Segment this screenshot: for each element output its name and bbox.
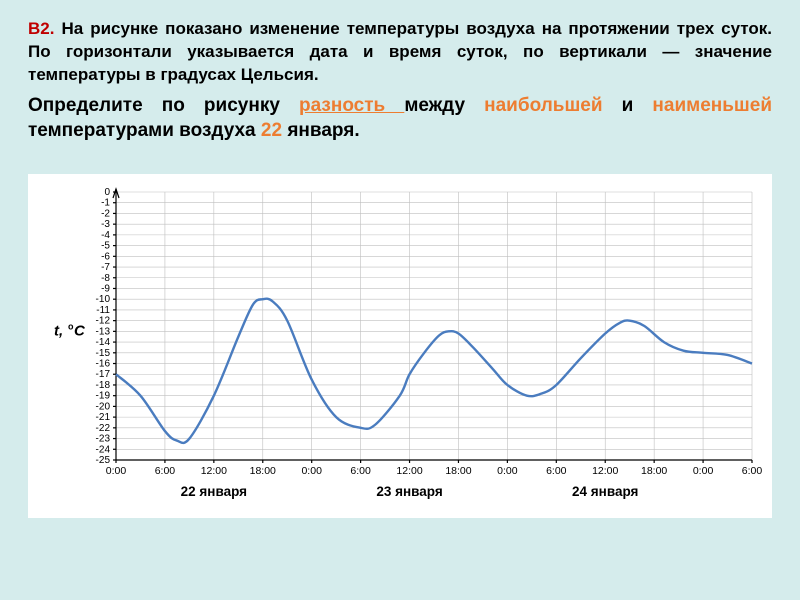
svg-text:-3: -3 <box>101 219 110 230</box>
problem-statement: B2. На рисунке показано изменение темпер… <box>0 0 800 154</box>
svg-text:-10: -10 <box>96 294 111 305</box>
svg-text:-20: -20 <box>96 401 111 412</box>
svg-text:-7: -7 <box>101 262 110 273</box>
svg-text:-19: -19 <box>96 391 111 402</box>
svg-text:-21: -21 <box>96 412 111 423</box>
svg-text:-16: -16 <box>96 359 111 370</box>
svg-text:-1: -1 <box>101 198 110 209</box>
temperature-chart: 0-1-2-3-4-5-6-7-8-9-10-11-12-13-14-15-16… <box>34 184 764 514</box>
svg-text:6:00: 6:00 <box>742 465 763 477</box>
svg-text:6:00: 6:00 <box>350 465 371 477</box>
svg-text:22 января: 22 января <box>181 484 247 499</box>
svg-text:-17: -17 <box>96 369 111 380</box>
svg-text:-11: -11 <box>96 305 110 316</box>
svg-text:-4: -4 <box>101 230 110 241</box>
svg-text:0:00: 0:00 <box>497 465 518 477</box>
svg-text:-13: -13 <box>96 326 111 337</box>
svg-text:6:00: 6:00 <box>546 465 567 477</box>
svg-text:24 января: 24 января <box>572 484 638 499</box>
svg-text:18:00: 18:00 <box>641 465 667 477</box>
svg-text:18:00: 18:00 <box>250 465 276 477</box>
problem-p2: Определите по рисунку разность между наи… <box>28 93 772 144</box>
svg-text:-22: -22 <box>96 423 111 434</box>
svg-text:-9: -9 <box>101 284 110 295</box>
svg-text:-2: -2 <box>101 209 110 220</box>
svg-text:-6: -6 <box>101 251 110 262</box>
problem-p1: На рисунке показано изменение температур… <box>28 19 772 84</box>
svg-text:-12: -12 <box>96 316 111 327</box>
svg-text:23 января: 23 января <box>376 484 442 499</box>
svg-text:-18: -18 <box>96 380 111 391</box>
svg-text:0:00: 0:00 <box>693 465 714 477</box>
chart-container: 0-1-2-3-4-5-6-7-8-9-10-11-12-13-14-15-16… <box>28 174 772 518</box>
svg-text:C: C <box>74 322 86 339</box>
svg-text:-14: -14 <box>96 337 111 348</box>
problem-label: B2. <box>28 19 54 38</box>
svg-text:0: 0 <box>104 187 110 198</box>
svg-text:-8: -8 <box>101 273 110 284</box>
svg-text:-5: -5 <box>101 241 110 252</box>
svg-text:-24: -24 <box>96 444 111 455</box>
svg-text:-23: -23 <box>96 434 111 445</box>
svg-text:12:00: 12:00 <box>592 465 618 477</box>
svg-text:t,: t, <box>54 322 63 339</box>
svg-text:6:00: 6:00 <box>155 465 176 477</box>
svg-text:0:00: 0:00 <box>106 465 127 477</box>
svg-text:18:00: 18:00 <box>445 465 471 477</box>
svg-text:-15: -15 <box>96 348 111 359</box>
svg-text:12:00: 12:00 <box>396 465 422 477</box>
svg-text:12:00: 12:00 <box>201 465 227 477</box>
svg-text:0:00: 0:00 <box>301 465 322 477</box>
